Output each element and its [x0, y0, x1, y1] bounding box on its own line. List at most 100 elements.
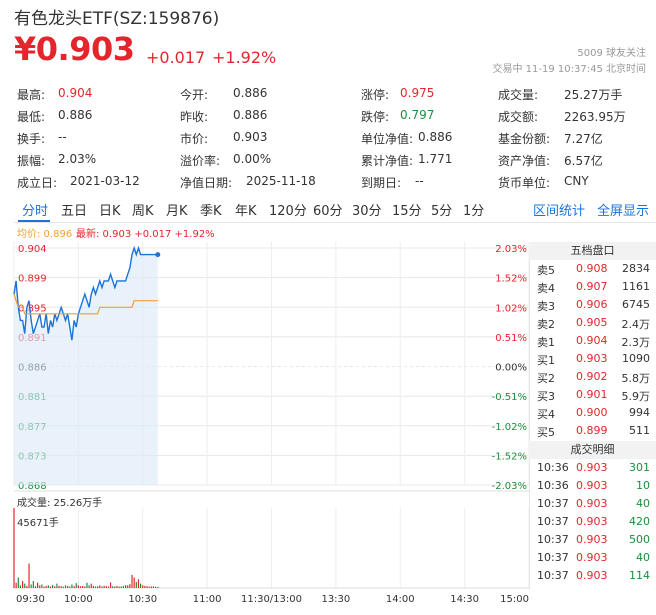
- trade-time: 10:37: [537, 515, 569, 528]
- orderbook-row: 卖4 0.907 1161: [529, 278, 656, 296]
- volume-bar: [131, 574, 133, 588]
- fullscreen-link[interactable]: 全屏显示: [597, 204, 650, 219]
- time-tick-label: 14:00: [386, 594, 415, 605]
- volume-bar: [69, 586, 71, 588]
- orderbook-row: 卖2 0.905 2.4万: [529, 314, 656, 332]
- volume-bar: [101, 586, 103, 588]
- volume-bar: [124, 585, 127, 588]
- time-tick-label: 13:30: [321, 594, 350, 605]
- volume-bar: [127, 585, 129, 588]
- tab-10[interactable]: 15分: [392, 204, 422, 219]
- price-line: [13, 245, 158, 341]
- side-panel: [529, 242, 656, 589]
- volume-bar: [135, 581, 137, 588]
- tab-5[interactable]: 季K: [200, 204, 222, 219]
- trade-volume: 420: [629, 515, 650, 528]
- quote-label: 溢价率:: [180, 154, 221, 168]
- trade-time: 10:37: [537, 551, 569, 564]
- volume-max-label: 45671手: [17, 518, 59, 529]
- volume-bar: [37, 582, 39, 588]
- trades-title: 成交明细: [529, 441, 656, 459]
- time-tick-label: 10:00: [64, 594, 93, 605]
- orderbook-row: 卖5 0.908 2834: [529, 260, 656, 278]
- trade-volume: 500: [629, 533, 650, 546]
- trade-price: 0.903: [576, 497, 608, 510]
- volume-bar: [140, 583, 142, 588]
- tab-8[interactable]: 60分: [313, 204, 343, 219]
- tab-4[interactable]: 月K: [166, 204, 188, 219]
- volume-bar: [28, 563, 30, 588]
- quote-label: 今开:: [180, 88, 209, 102]
- tab-3[interactable]: 周K: [132, 204, 154, 219]
- volume-bar: [45, 585, 47, 588]
- tab-11[interactable]: 5分: [431, 204, 453, 219]
- quote-label: 到期日:: [361, 176, 402, 190]
- orderbook-side: 卖2: [537, 318, 555, 331]
- volume-bar: [148, 586, 150, 588]
- orderbook-price: 0.906: [576, 298, 608, 311]
- volume-bar: [15, 582, 17, 588]
- volume-bar: [144, 585, 146, 588]
- quote-value: 0.903: [233, 130, 268, 144]
- tab-divider: [14, 222, 656, 223]
- quote-row: 成立日: 2021-03-12 净值日期: 2025-11-18 到期日: -- 货币单位:…: [0, 174, 656, 196]
- time-tick-label: 09:30: [16, 594, 45, 605]
- trade-row: 10:37 0.903 114: [529, 567, 656, 585]
- volume-bar: [86, 582, 88, 588]
- quote-value: --: [415, 174, 424, 188]
- quote-row: 最低: 0.886 昨收: 0.886 跌停: 0.797 成交额: 2263.95万: [0, 108, 656, 130]
- volume-bar: [152, 586, 155, 588]
- volume-bar: [58, 585, 60, 588]
- trade-status: 交易中 11-19 10:37:45 北京时间: [492, 64, 646, 75]
- volume-bar: [79, 586, 82, 588]
- tab-12[interactable]: 1分: [463, 204, 485, 219]
- time-tick-label: 11:30/13:00: [241, 594, 302, 605]
- tab-0[interactable]: 分时: [22, 204, 49, 219]
- orderbook-row: 卖1 0.904 2.3万: [529, 332, 656, 350]
- tab-2[interactable]: 日K: [99, 204, 121, 219]
- quote-value: 0.886: [233, 108, 268, 122]
- quote-label: 资产净值:: [498, 154, 551, 168]
- volume-bar: [118, 586, 120, 588]
- follow-count[interactable]: 5009 球友关注: [577, 48, 646, 59]
- quote-value: 2025-11-18: [246, 174, 316, 188]
- volume-bar: [133, 577, 135, 588]
- volume-bar: [49, 586, 52, 588]
- price-tick-label: 0.899: [18, 274, 47, 285]
- quote-label: 最低:: [17, 110, 46, 124]
- volume-bar: [60, 586, 62, 588]
- orderbook-volume: 2.3万: [621, 336, 651, 349]
- quote-label: 跌停:: [361, 110, 390, 124]
- orderbook-side: 卖4: [537, 282, 555, 295]
- orderbook-side: 买4: [537, 408, 555, 421]
- trade-time: 10:36: [537, 461, 569, 474]
- tab-1[interactable]: 五日: [61, 204, 88, 219]
- interval-stats-link[interactable]: 区间统计: [533, 204, 586, 219]
- price-change: +0.017: [146, 48, 206, 67]
- orderbook-volume: 2.4万: [621, 318, 651, 331]
- volume-bar: [24, 583, 26, 588]
- volume-bar: [43, 586, 45, 588]
- quote-value: 2.03%: [58, 152, 97, 166]
- quote-value: 0.904: [58, 86, 93, 100]
- tab-6[interactable]: 年K: [235, 204, 257, 219]
- orderbook-price: 0.907: [576, 280, 608, 293]
- orderbook-title: 五档盘口: [529, 242, 656, 260]
- quote-label: 换手:: [17, 132, 46, 146]
- volume-bar: [71, 584, 73, 588]
- current-price: ¥0.903: [14, 30, 135, 68]
- trade-price: 0.903: [576, 551, 608, 564]
- quote-value: 6.57亿: [564, 154, 603, 168]
- quote-label: 市价:: [180, 132, 209, 146]
- trade-time: 10:37: [537, 497, 569, 510]
- orderbook-price: 0.905: [576, 316, 608, 329]
- volume-bar: [32, 580, 34, 588]
- quote-label: 涨停:: [361, 88, 390, 102]
- tab-9[interactable]: 30分: [352, 204, 382, 219]
- volume-bar: [146, 586, 148, 588]
- volume-bar: [84, 586, 86, 588]
- quote-label: 净值日期:: [180, 176, 233, 190]
- tab-7[interactable]: 120分: [269, 204, 307, 219]
- quote-value: 25.27万手: [564, 88, 623, 102]
